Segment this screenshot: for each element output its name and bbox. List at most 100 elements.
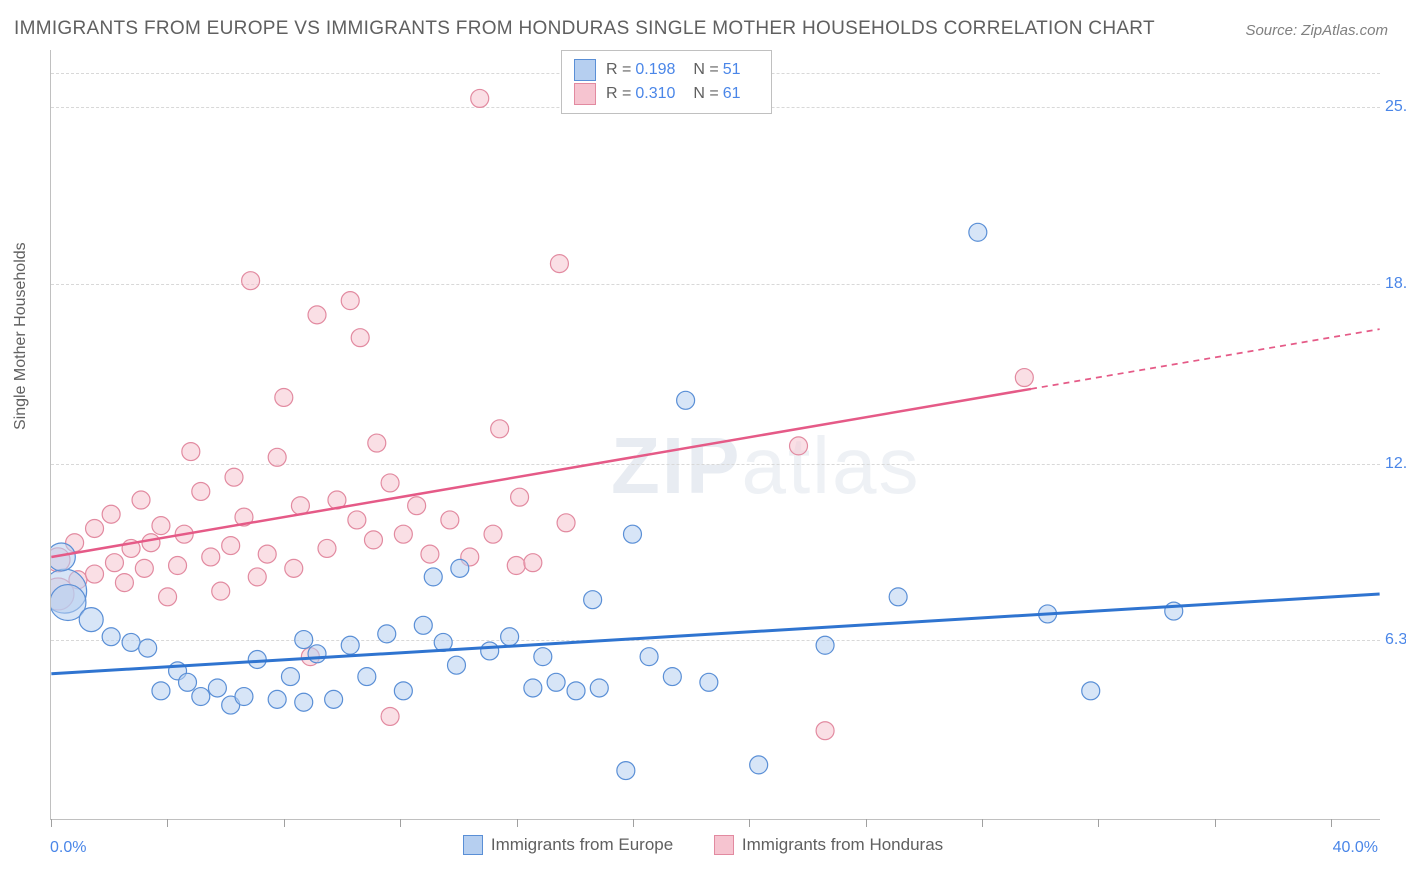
data-point: [507, 557, 525, 575]
data-point: [816, 636, 834, 654]
n-value-honduras: 61: [723, 85, 741, 103]
trend-line-extrapolated: [1031, 329, 1380, 389]
data-point: [441, 511, 459, 529]
data-point: [381, 474, 399, 492]
data-point: [481, 642, 499, 660]
data-point: [102, 628, 120, 646]
data-point: [750, 756, 768, 774]
data-point: [86, 520, 104, 538]
n-label: N =: [693, 61, 718, 79]
y-tick-label: 6.3%: [1385, 631, 1406, 649]
data-point: [79, 608, 103, 632]
data-point: [348, 511, 366, 529]
r-label: R =: [606, 85, 631, 103]
data-point: [623, 525, 641, 543]
data-point: [451, 559, 469, 577]
legend-item-honduras: Immigrants from Honduras: [714, 835, 943, 855]
data-point: [102, 505, 120, 523]
data-point: [471, 89, 489, 107]
data-point: [969, 223, 987, 241]
data-point: [159, 588, 177, 606]
data-point: [318, 539, 336, 557]
r-value-europe: 0.198: [635, 61, 675, 79]
y-tick-label: 12.5%: [1385, 455, 1406, 473]
data-point: [132, 491, 150, 509]
data-point: [491, 420, 509, 438]
data-point: [268, 448, 286, 466]
y-axis-label: Single Mother Households: [12, 242, 30, 430]
swatch-europe: [463, 835, 483, 855]
data-point: [394, 682, 412, 700]
data-point: [268, 690, 286, 708]
series-legend: Immigrants from Europe Immigrants from H…: [0, 835, 1406, 860]
data-point: [222, 537, 240, 555]
data-point: [258, 545, 276, 563]
data-point: [534, 648, 552, 666]
data-point: [192, 482, 210, 500]
data-point: [275, 388, 293, 406]
data-point: [424, 568, 442, 586]
data-point: [889, 588, 907, 606]
data-point: [663, 668, 681, 686]
stats-legend: R = 0.198 N = 51 R = 0.310 N = 61: [561, 50, 772, 114]
data-point: [557, 514, 575, 532]
stats-legend-row-europe: R = 0.198 N = 51: [574, 59, 759, 81]
data-point: [378, 625, 396, 643]
data-point: [421, 545, 439, 563]
n-label: N =: [693, 85, 718, 103]
data-point: [142, 534, 160, 552]
data-point: [179, 673, 197, 691]
data-point: [394, 525, 412, 543]
data-point: [550, 255, 568, 273]
data-point: [617, 762, 635, 780]
data-point: [584, 591, 602, 609]
data-point: [285, 559, 303, 577]
data-point: [295, 693, 313, 711]
data-point: [152, 517, 170, 535]
data-point: [105, 554, 123, 572]
r-value-honduras: 0.310: [635, 85, 675, 103]
data-point: [351, 329, 369, 347]
data-point: [325, 690, 343, 708]
data-point: [364, 531, 382, 549]
source-attribution: Source: ZipAtlas.com: [1245, 22, 1388, 39]
n-value-europe: 51: [723, 61, 741, 79]
data-point: [202, 548, 220, 566]
data-point: [248, 568, 266, 586]
data-point: [139, 639, 157, 657]
data-point: [295, 631, 313, 649]
data-point: [1015, 369, 1033, 387]
data-point: [115, 574, 133, 592]
stats-legend-row-honduras: R = 0.310 N = 61: [574, 83, 759, 105]
data-point: [677, 391, 695, 409]
swatch-honduras: [574, 83, 596, 105]
data-point: [135, 559, 153, 577]
data-point: [208, 679, 226, 697]
data-point: [547, 673, 565, 691]
data-point: [524, 554, 542, 572]
data-point: [242, 272, 260, 290]
data-point: [524, 679, 542, 697]
data-point: [816, 722, 834, 740]
chart-title: IMMIGRANTS FROM EUROPE VS IMMIGRANTS FRO…: [14, 18, 1155, 40]
data-point: [368, 434, 386, 452]
data-point: [152, 682, 170, 700]
data-point: [248, 651, 266, 669]
data-point: [225, 468, 243, 486]
data-point: [447, 656, 465, 674]
r-label: R =: [606, 61, 631, 79]
data-point: [341, 292, 359, 310]
data-point: [511, 488, 529, 506]
data-point: [700, 673, 718, 691]
legend-label-europe: Immigrants from Europe: [491, 835, 673, 855]
data-point: [408, 497, 426, 515]
data-point: [308, 645, 326, 663]
swatch-europe: [574, 59, 596, 81]
data-point: [212, 582, 230, 600]
data-point: [590, 679, 608, 697]
legend-item-europe: Immigrants from Europe: [463, 835, 673, 855]
data-point: [358, 668, 376, 686]
data-point: [281, 668, 299, 686]
chart-container: IMMIGRANTS FROM EUROPE VS IMMIGRANTS FRO…: [0, 0, 1406, 892]
data-point: [169, 557, 187, 575]
